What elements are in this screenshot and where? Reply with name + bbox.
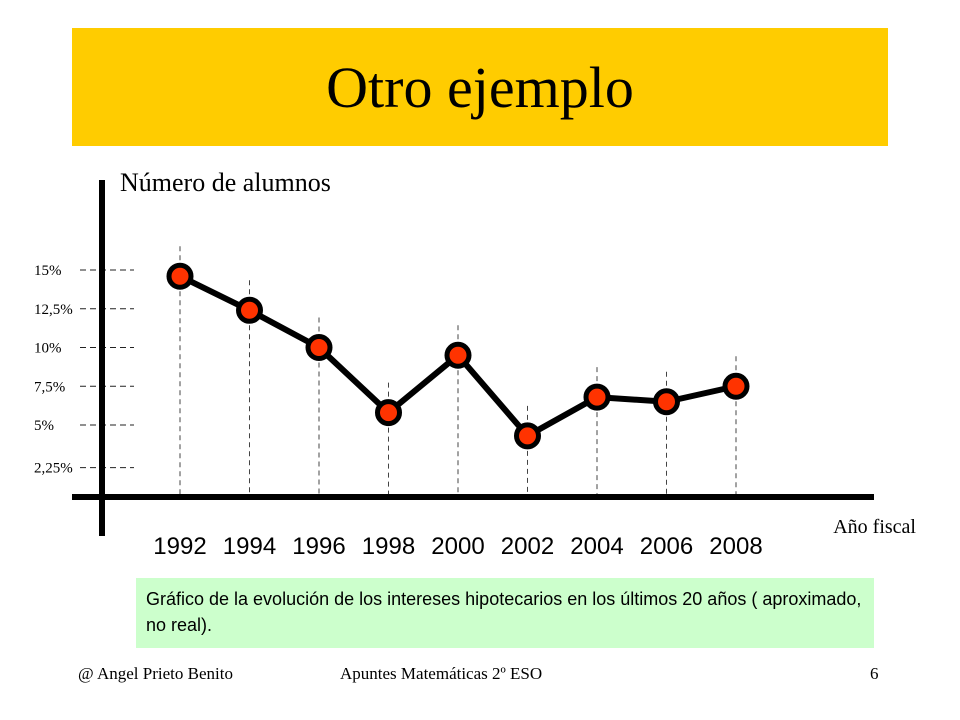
title-banner: Otro ejemplo xyxy=(72,28,888,146)
data-point xyxy=(583,383,611,411)
data-point xyxy=(444,341,472,369)
x-tick-label: 1998 xyxy=(362,533,415,560)
x-tick-label: 2002 xyxy=(501,533,554,560)
y-tick-label: 10% xyxy=(34,341,62,357)
y-tick-label: 12,5% xyxy=(34,302,73,318)
footer-author: @ Angel Prieto Benito xyxy=(78,664,233,683)
y-axis-label: Número de alumnos xyxy=(120,168,331,197)
x-tick-label: 1992 xyxy=(153,533,206,560)
footer-page-number: 6 xyxy=(870,664,879,683)
x-tick-label: 2008 xyxy=(709,533,762,560)
data-point xyxy=(722,372,750,400)
data-point xyxy=(305,334,333,361)
data-point xyxy=(653,388,680,416)
y-tick-label: 7,5% xyxy=(34,379,65,395)
data-point xyxy=(514,422,541,450)
data-point xyxy=(236,296,263,324)
x-tick-label: 2000 xyxy=(431,533,484,560)
x-tick-label: 2004 xyxy=(570,533,623,560)
chart-caption: Gráfico de la evolución de los intereses… xyxy=(136,578,874,648)
y-tick-label: 15% xyxy=(34,263,62,279)
x-axis-label: Año fiscal xyxy=(833,516,916,538)
x-tick-label: 1994 xyxy=(223,533,276,560)
footer-subject: Apuntes Matemáticas 2º ESO xyxy=(340,664,543,683)
data-point xyxy=(166,262,194,290)
data-point xyxy=(375,399,402,427)
slide-title: Otro ejemplo xyxy=(326,54,634,120)
y-tick-label: 2,25% xyxy=(34,461,73,477)
x-tick-label: 1996 xyxy=(292,533,345,560)
y-tick-label: 5% xyxy=(34,418,54,434)
x-tick-label: 2006 xyxy=(640,533,693,560)
